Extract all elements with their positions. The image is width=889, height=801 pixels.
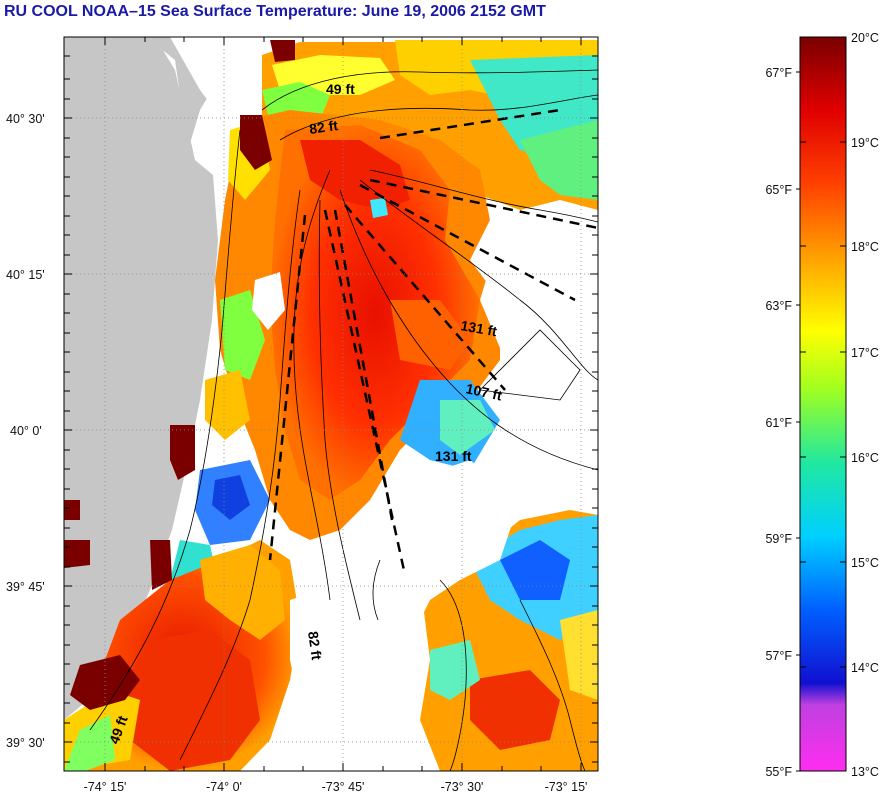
celsius-label-17: 17°C — [851, 346, 879, 360]
lat-label-5: 39° 30' — [6, 736, 45, 750]
bathymetry-contours — [89, 69, 598, 771]
lon-label-3: -73° 45' — [322, 780, 365, 794]
lat-label-4: 39° 45' — [6, 580, 45, 594]
celsius-label-16: 16°C — [851, 451, 879, 465]
axis-ticks — [64, 37, 598, 771]
fahrenheit-label-67: 67°F — [765, 66, 792, 80]
fahrenheit-label-61: 61°F — [765, 416, 792, 430]
celsius-label-18: 18°C — [851, 240, 879, 254]
land-mass — [64, 37, 218, 720]
fahrenheit-label-59: 59°F — [765, 532, 792, 546]
fahrenheit-label-55: 55°F — [765, 765, 792, 779]
color-scale-legend: 20°C 19°C 18°C 17°C 16°C 15°C 14°C 13°C … — [765, 31, 878, 779]
celsius-label-14: 14°C — [851, 661, 879, 675]
celsius-label-20: 20°C — [851, 31, 879, 45]
depth-label-49ft-north: 49 ft — [326, 81, 355, 97]
fahrenheit-label-65: 65°F — [765, 183, 792, 197]
celsius-label-13: 13°C — [851, 765, 879, 779]
depth-label-82ft-north: 82 ft — [308, 117, 339, 137]
ship-tracks — [268, 108, 598, 576]
map-title: RU COOL NOAA–15 Sea Surface Temperature:… — [4, 3, 546, 20]
celsius-label-15: 15°C — [851, 556, 879, 570]
lon-label-1: -74° 15' — [84, 780, 127, 794]
depth-label-82ft-south: 82 ft — [305, 630, 325, 661]
lat-label-2: 40° 15' — [6, 268, 45, 282]
fahrenheit-label-57: 57°F — [765, 649, 792, 663]
fahrenheit-label-63: 63°F — [765, 299, 792, 313]
lat-label-1: 40° 30' — [6, 112, 45, 126]
lon-label-5: -73° 15' — [545, 780, 588, 794]
color-scale-bar — [799, 36, 847, 772]
lat-label-3: 40° 0' — [10, 424, 42, 438]
depth-label-107ft: 107 ft — [464, 380, 503, 403]
depth-label-131ft-east: 131 ft — [459, 317, 498, 339]
celsius-label-19: 19°C — [851, 136, 879, 150]
sst-layer — [64, 37, 598, 771]
graticule — [64, 37, 598, 771]
lon-label-4: -73° 30' — [441, 780, 484, 794]
lon-label-2: -74° 0' — [206, 780, 242, 794]
depth-label-131ft-south: 131 ft — [435, 448, 472, 464]
